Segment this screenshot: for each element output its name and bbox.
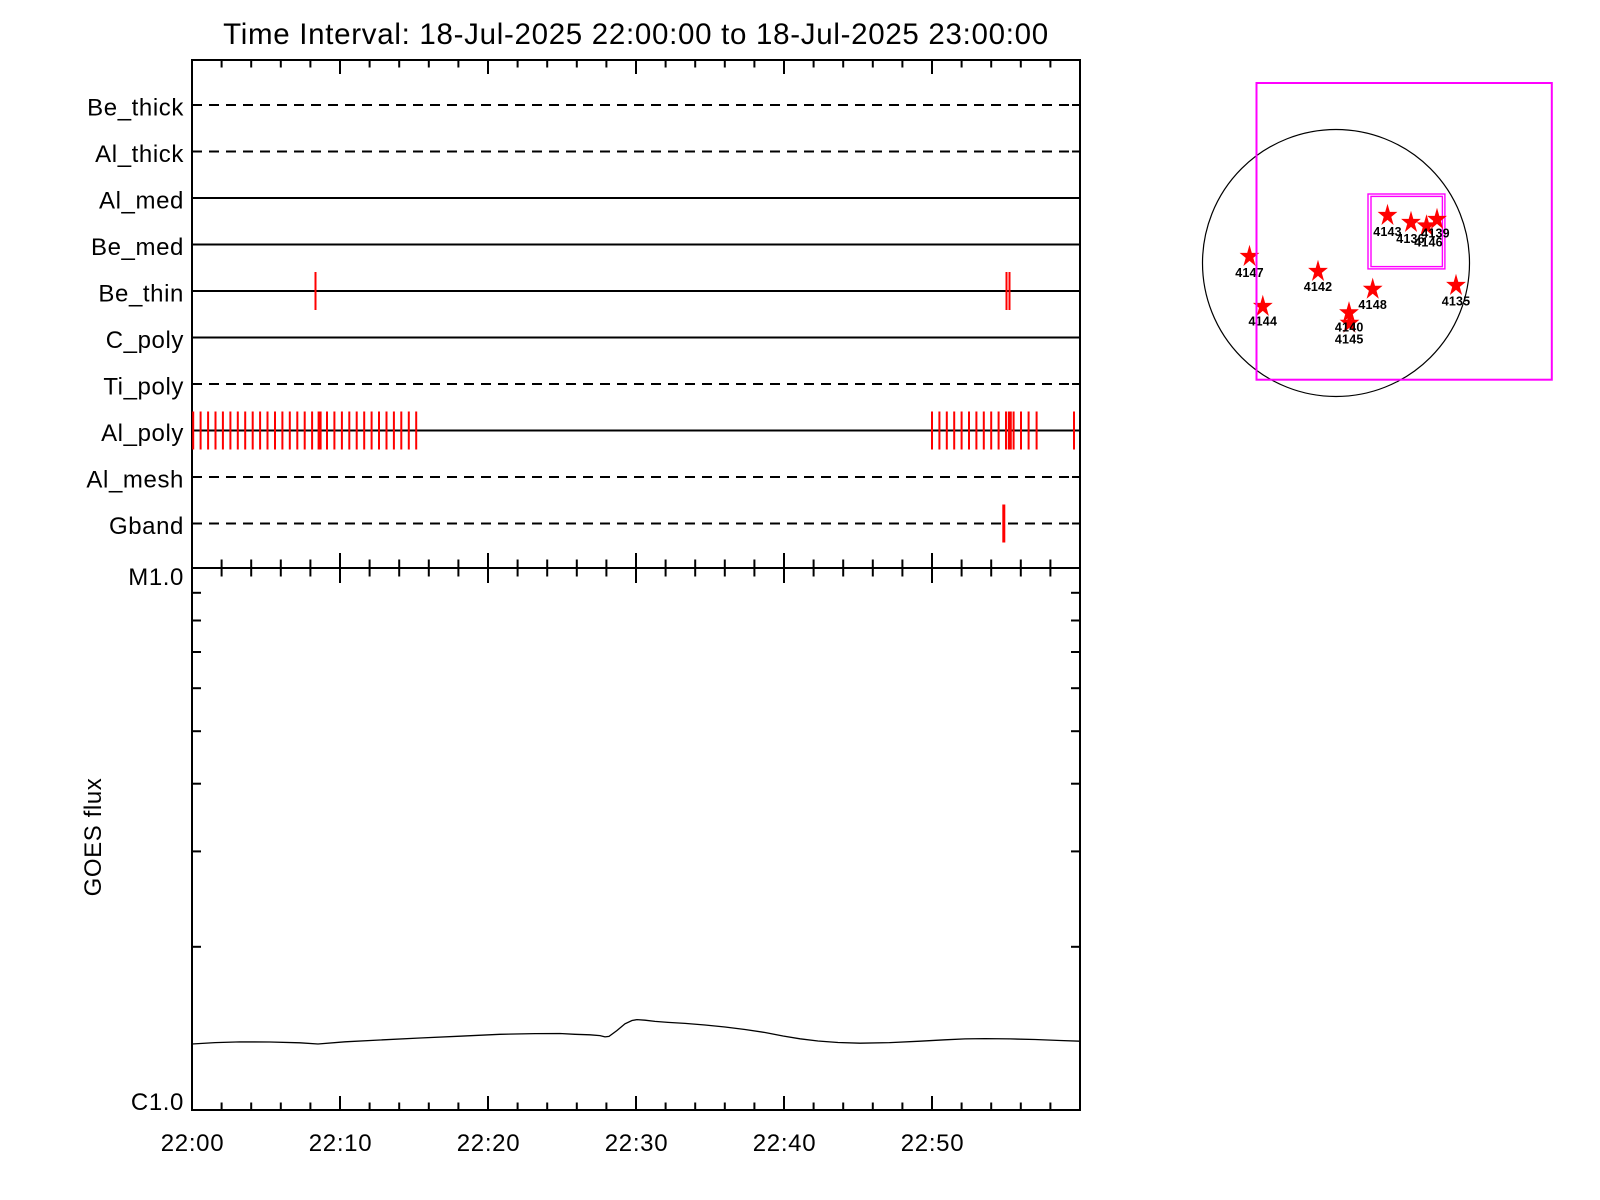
svg-text:22:00: 22:00 (161, 1130, 225, 1157)
svg-text:22:50: 22:50 (901, 1130, 965, 1157)
svg-text:4135: 4135 (1442, 295, 1471, 309)
svg-text:C1.0: C1.0 (131, 1089, 184, 1116)
svg-text:4143: 4143 (1373, 225, 1402, 239)
svg-text:4140: 4140 (1335, 321, 1364, 335)
svg-text:Ti_poly: Ti_poly (103, 374, 184, 401)
svg-text:Al_poly: Al_poly (101, 420, 184, 447)
svg-text:Al_med: Al_med (99, 188, 184, 215)
svg-text:Al_thick: Al_thick (95, 141, 184, 168)
svg-text:Gband: Gband (109, 513, 184, 540)
svg-text:Be_thick: Be_thick (87, 95, 184, 122)
svg-text:22:40: 22:40 (753, 1130, 817, 1157)
svg-text:4146: 4146 (1414, 236, 1443, 250)
svg-text:GOES flux: GOES flux (80, 778, 107, 897)
svg-text:Be_med: Be_med (91, 234, 184, 261)
svg-text:Be_thin: Be_thin (98, 281, 184, 308)
svg-text:C_poly: C_poly (106, 327, 184, 354)
svg-text:M1.0: M1.0 (128, 564, 184, 591)
svg-text:4147: 4147 (1235, 266, 1264, 280)
svg-text:22:20: 22:20 (457, 1130, 521, 1157)
svg-text:4136: 4136 (1396, 232, 1425, 246)
svg-text:Time Interval: 18-Jul-2025 22:: Time Interval: 18-Jul-2025 22:00:00 to 1… (223, 18, 1049, 51)
svg-text:4142: 4142 (1304, 280, 1333, 294)
svg-text:4144: 4144 (1248, 315, 1277, 329)
svg-text:4145: 4145 (1335, 333, 1364, 347)
svg-text:Al_mesh: Al_mesh (86, 467, 184, 494)
svg-text:4139: 4139 (1421, 227, 1450, 241)
svg-text:22:10: 22:10 (309, 1130, 373, 1157)
svg-text:22:30: 22:30 (605, 1130, 669, 1157)
svg-text:4148: 4148 (1358, 298, 1387, 312)
